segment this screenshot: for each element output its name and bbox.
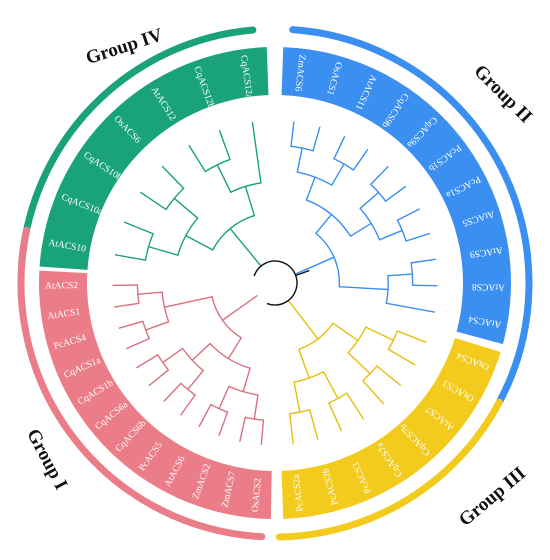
tree-branch xyxy=(118,320,144,329)
tree-branch xyxy=(289,412,294,445)
tree-branch xyxy=(328,402,343,432)
tree-branch xyxy=(253,394,259,420)
tree-branch xyxy=(244,185,256,217)
tree-branch xyxy=(376,365,402,387)
tree-branch xyxy=(218,130,231,161)
root-arc xyxy=(253,260,298,306)
tree-branch xyxy=(242,367,251,393)
tree-branch xyxy=(359,191,380,210)
tree-branch xyxy=(126,337,150,350)
leaf-label: PcACS2a xyxy=(291,473,306,512)
tree-branch xyxy=(188,144,207,173)
tree-branch xyxy=(147,246,179,256)
tree-branch xyxy=(114,302,140,308)
tree-branch xyxy=(139,191,167,211)
tree-branch xyxy=(216,164,232,193)
tree-branch xyxy=(173,197,199,219)
tree-branch xyxy=(370,166,389,185)
tree-branch xyxy=(396,330,427,343)
tree-branch xyxy=(221,295,258,321)
tree-branch xyxy=(338,286,389,291)
tree-branch xyxy=(384,185,406,202)
tree-branch xyxy=(331,163,345,186)
tree-branch xyxy=(405,232,430,242)
tree-branch xyxy=(229,227,262,267)
group-i-arc xyxy=(17,226,266,541)
tree-branch xyxy=(296,147,303,173)
group-outer-arcs xyxy=(17,26,533,541)
group-iii-sector xyxy=(281,337,501,519)
tree-branch xyxy=(362,380,384,405)
tree-branch xyxy=(136,354,159,369)
tree-branch xyxy=(287,299,319,340)
leaf-label: AtACS9 xyxy=(469,244,504,260)
tree-branch xyxy=(187,369,204,391)
tree-branch xyxy=(293,381,301,413)
tree-branch xyxy=(180,394,196,416)
group-sectors xyxy=(39,47,511,519)
tree-branch xyxy=(162,347,184,364)
tree-branch xyxy=(322,370,339,400)
tree-branch xyxy=(218,411,229,436)
tree-branch xyxy=(290,121,295,148)
tree-branch xyxy=(163,382,182,402)
tree-branch xyxy=(198,403,212,427)
tree-branch xyxy=(349,222,372,237)
leaf-label: AtACS1 xyxy=(47,306,82,322)
tree-branch xyxy=(148,369,170,387)
tree-branch xyxy=(137,291,163,295)
tree-branch xyxy=(124,221,154,235)
tree-branch xyxy=(365,326,395,342)
tree-branch xyxy=(144,321,170,331)
leaf-label: AtACS8 xyxy=(472,281,505,293)
group-iii-label: Group III xyxy=(455,463,530,531)
tree-branch xyxy=(260,419,265,446)
tree-branch xyxy=(385,302,436,313)
tree-branch xyxy=(346,392,365,420)
tree-branch xyxy=(387,348,416,366)
tree-branch xyxy=(352,149,369,171)
tree-branch xyxy=(298,348,310,379)
tree-branch xyxy=(396,208,420,221)
tree-branch xyxy=(191,342,211,361)
group-iv-arc xyxy=(18,26,257,269)
group-ii-sector xyxy=(281,47,511,345)
tree-branch xyxy=(378,229,403,241)
group-ii-arc xyxy=(289,26,533,406)
group-i-label: Group I xyxy=(22,426,71,494)
group-ii-label: Group II xyxy=(470,61,537,128)
tree-branch xyxy=(161,165,185,190)
tree-branch xyxy=(114,254,147,261)
tree-branch xyxy=(332,322,359,342)
group-i-sector xyxy=(39,270,272,519)
root-stem xyxy=(294,269,310,277)
tree-branch xyxy=(163,296,213,308)
tree-branch xyxy=(227,337,242,360)
tree-branch xyxy=(185,234,214,251)
leaf-label: OsACS2 xyxy=(250,477,264,512)
tree-branch xyxy=(347,351,371,375)
tree-branch xyxy=(315,213,333,234)
tree-branch xyxy=(309,409,319,440)
tree-branch xyxy=(239,416,246,442)
tree-branch xyxy=(251,121,262,184)
group-iii-arc xyxy=(275,398,503,541)
tree-branch xyxy=(410,258,436,264)
tree-branches xyxy=(112,121,438,446)
tree-branch xyxy=(294,256,335,275)
tree-branch xyxy=(218,385,230,410)
leaf-label: ZmACS6 xyxy=(292,54,307,92)
tree-branch xyxy=(333,135,346,160)
tree-branch xyxy=(387,273,414,277)
tree-branch xyxy=(312,126,321,152)
tree-branch xyxy=(305,176,316,201)
leaf-label: AtACS2 xyxy=(45,280,78,291)
group-iv-sector xyxy=(39,47,269,270)
